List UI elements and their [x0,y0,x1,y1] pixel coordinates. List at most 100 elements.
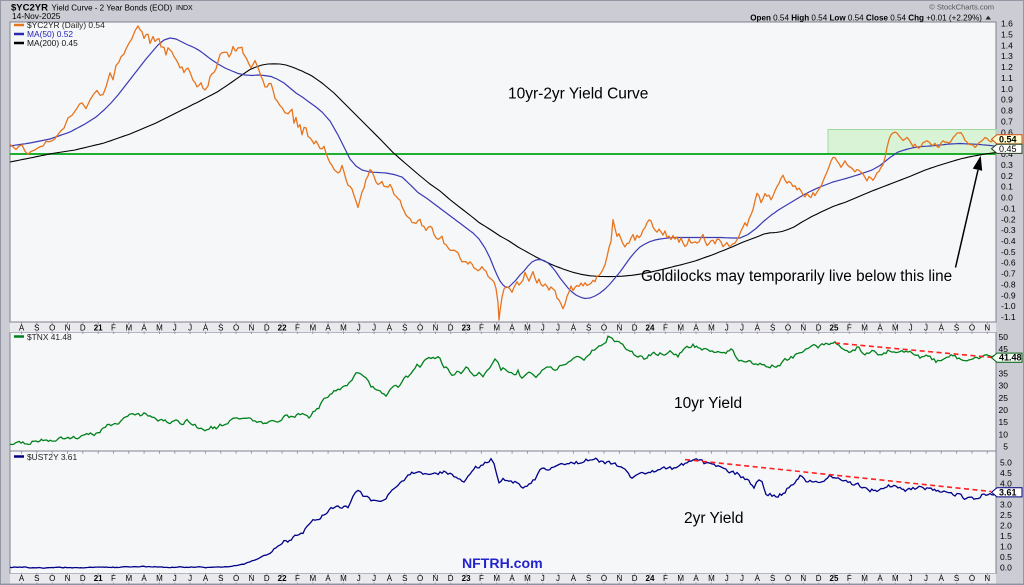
svg-text:$UST2Y 3.61: $UST2Y 3.61 [27,452,77,462]
svg-text:© StockCharts.com: © StockCharts.com [929,3,994,12]
svg-text:N: N [800,324,806,333]
svg-text:D: D [816,324,822,333]
svg-text:$YC2YR: $YC2YR [11,3,48,14]
svg-text:0.0: 0.0 [1000,563,1012,573]
svg-text:N: N [617,324,623,333]
svg-text:10yr-2yr Yield Curve: 10yr-2yr Yield Curve [508,86,648,103]
svg-text:A: A [571,324,577,333]
svg-text:1.0: 1.0 [1001,84,1013,94]
svg-text:O: O [785,324,791,333]
svg-text:M: M [708,324,715,333]
svg-text:-0.4: -0.4 [1001,236,1016,246]
svg-text:N: N [249,574,255,583]
svg-text:A: A [509,324,515,333]
svg-text:A: A [755,324,761,333]
svg-text:Open 0.54 High 0.54 Low 0.54 C: Open 0.54 High 0.54 Low 0.54 Close 0.54 … [750,14,982,23]
svg-text:A: A [203,574,209,583]
svg-text:O: O [417,324,423,333]
svg-text:0.45: 0.45 [999,144,1017,154]
svg-text:S: S [954,574,959,583]
svg-text:M: M [677,574,684,583]
svg-text:M: M [892,324,899,333]
svg-text:F: F [111,574,116,583]
svg-text:21: 21 [94,574,103,583]
svg-text:S: S [770,324,775,333]
svg-text:S: S [34,574,39,583]
svg-text:50: 50 [999,332,1009,342]
svg-text:J: J [357,324,361,333]
svg-text:22: 22 [278,324,287,333]
svg-text:F: F [479,324,484,333]
svg-text:10: 10 [999,429,1009,439]
svg-text:0.4: 0.4 [1001,149,1013,159]
svg-text:M: M [524,574,531,583]
svg-text:NFTRH.com: NFTRH.com [462,555,543,571]
svg-text:A: A [325,574,331,583]
svg-text:0.0: 0.0 [1001,193,1013,203]
svg-text:O: O [969,574,975,583]
svg-text:N: N [617,574,623,583]
svg-text:J: J [188,324,192,333]
svg-text:0.6: 0.6 [1001,127,1013,137]
svg-text:A: A [325,324,331,333]
svg-text:4.5: 4.5 [1000,468,1012,478]
svg-text:S: S [402,324,407,333]
svg-text:O: O [785,574,791,583]
svg-text:S: S [34,324,39,333]
svg-text:S: S [586,324,591,333]
svg-text:F: F [663,574,668,583]
svg-text:A: A [877,574,883,583]
svg-text:1.5: 1.5 [1000,531,1012,541]
svg-text:O: O [233,324,239,333]
svg-text:21: 21 [94,324,103,333]
svg-text:J: J [740,574,744,583]
svg-text:J: J [740,324,744,333]
svg-text:A: A [387,574,393,583]
svg-text:-0.7: -0.7 [1001,269,1016,279]
svg-text:J: J [173,574,177,583]
svg-text:O: O [601,324,607,333]
svg-text:1.6: 1.6 [1001,19,1013,29]
svg-text:0.7: 0.7 [1001,116,1013,126]
svg-text:J: J [924,574,928,583]
svg-text:1.0: 1.0 [1000,542,1012,552]
svg-text:D: D [816,574,822,583]
svg-text:M: M [309,574,316,583]
svg-text:A: A [509,574,515,583]
svg-text:0.2: 0.2 [1001,171,1013,181]
svg-text:1.5: 1.5 [1001,30,1013,40]
svg-text:INDX: INDX [176,5,193,12]
svg-text:D: D [80,574,86,583]
svg-text:-1.0: -1.0 [1001,301,1016,311]
svg-text:O: O [969,324,975,333]
svg-text:A: A [387,324,393,333]
svg-text:J: J [924,324,928,333]
svg-text:F: F [295,324,300,333]
svg-text:$YC2YR (Daily) 0.54: $YC2YR (Daily) 0.54 [27,20,105,30]
svg-text:4.0: 4.0 [1000,479,1012,489]
svg-text:0.8: 0.8 [1001,106,1013,116]
svg-text:S: S [402,574,407,583]
svg-text:25: 25 [999,393,1009,403]
svg-text:N: N [249,324,255,333]
svg-text:F: F [295,574,300,583]
svg-text:1.2: 1.2 [1001,62,1013,72]
svg-text:M: M [892,574,899,583]
svg-text:0.1: 0.1 [1001,182,1013,192]
svg-text:35: 35 [999,369,1009,379]
svg-text:M: M [125,324,132,333]
svg-text:N: N [65,324,71,333]
svg-text:N: N [65,574,71,583]
svg-text:M: M [677,324,684,333]
svg-text:1.3: 1.3 [1001,51,1013,61]
svg-text:J: J [541,574,545,583]
svg-text:J: J [909,574,913,583]
svg-text:MA(50) 0.52: MA(50) 0.52 [27,29,73,39]
svg-text:-0.3: -0.3 [1001,225,1016,235]
svg-text:J: J [725,324,729,333]
svg-text:Yield Curve - 2 Year Bonds (EO: Yield Curve - 2 Year Bonds (EOD) [52,4,173,13]
svg-text:M: M [340,574,347,583]
svg-text:A: A [141,574,147,583]
svg-text:2yr Yield: 2yr Yield [684,510,743,527]
svg-text:M: M [861,324,868,333]
